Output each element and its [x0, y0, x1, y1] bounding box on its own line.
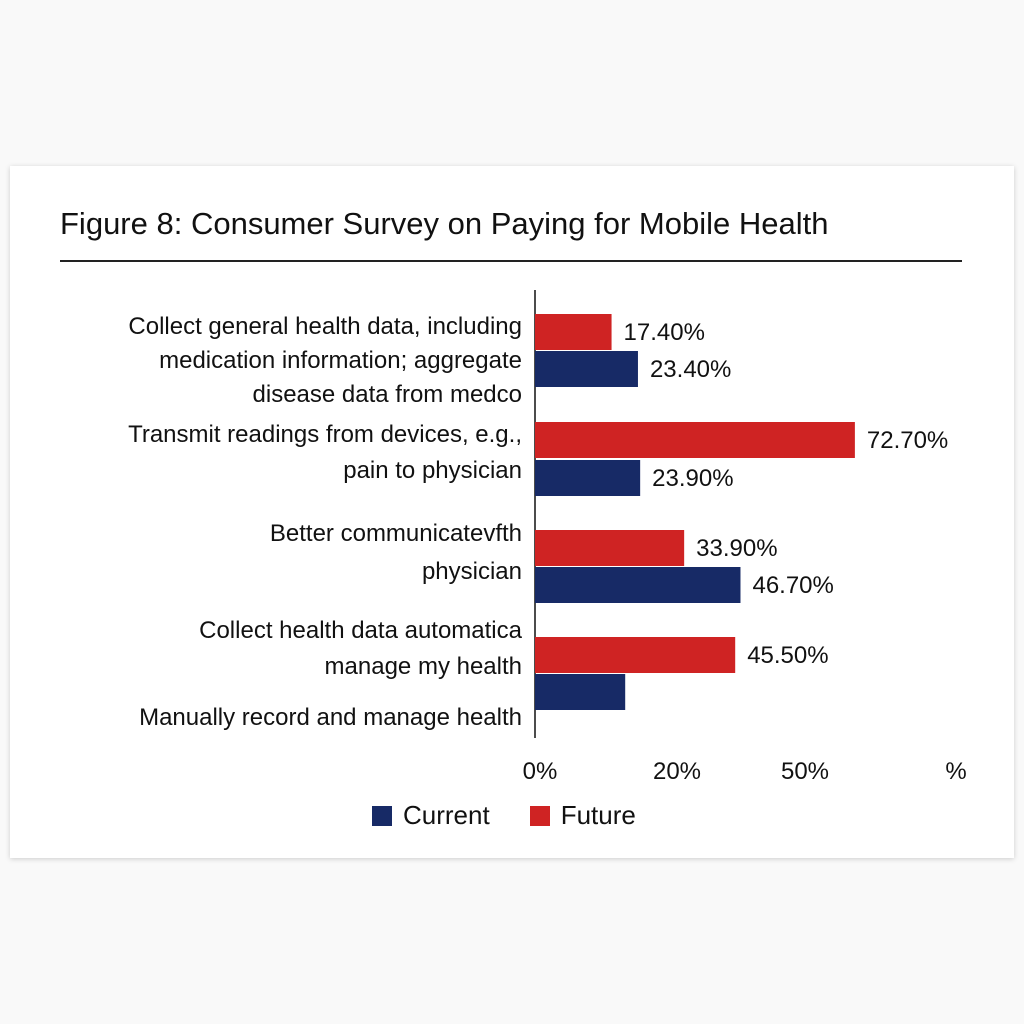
- bar-future-2: [535, 530, 685, 566]
- legend-label-future: Future: [560, 800, 636, 830]
- category-label-2-0: Better communicatevfth: [270, 520, 522, 547]
- bar-future-1: [535, 422, 855, 458]
- data-label-future-1: 72.70%: [867, 427, 948, 454]
- data-label-current-1: 23.90%: [652, 465, 733, 492]
- category-label-0-0: Collect general health data, including: [128, 313, 522, 340]
- legend-item-future: Future: [529, 800, 636, 831]
- legend-label-current: Current: [403, 800, 490, 830]
- category-label-1-0: Transmit readings from devices, e.g.,: [128, 421, 522, 448]
- data-label-current-2: 46.70%: [752, 572, 833, 599]
- bar-current-1: [535, 460, 641, 496]
- bar-current-0: [535, 351, 638, 387]
- bar-future-3: [535, 637, 736, 673]
- category-label-3-1: manage my health: [325, 653, 522, 680]
- bar-future-0: [535, 314, 612, 350]
- x-tick-label-0: 0%: [523, 758, 558, 785]
- chart-card: Figure 8: Consumer Survey on Paying for …: [10, 166, 1014, 858]
- legend-item-current: Current: [372, 800, 490, 831]
- data-label-future-0: 17.40%: [624, 319, 705, 346]
- title-divider: [60, 260, 962, 262]
- category-label-3-0: Collect health data automatica: [199, 617, 523, 644]
- chart-legend: Current Future: [372, 800, 676, 831]
- category-label-4-0: Manually record and manage health: [139, 704, 522, 731]
- category-label-0-2: disease data from medco: [253, 381, 522, 408]
- bar-current-2: [535, 567, 741, 603]
- x-tick-label-1: 20%: [653, 758, 701, 785]
- x-tick-label-3: %: [945, 758, 966, 785]
- bar-chart: 17.40% 72.70% 33.90% 45.50% 23.40% 23.90% 46.7…: [128, 290, 967, 785]
- category-label-2-1: physician: [422, 558, 522, 585]
- data-label-future-3: 45.50%: [747, 642, 828, 669]
- figure-title: Figure 8: Consumer Survey on Paying for …: [60, 206, 829, 241]
- category-label-0-1: medication information; aggregate: [159, 347, 522, 374]
- category-label-1-1: pain to physician: [343, 457, 522, 484]
- data-label-current-0: 23.40%: [650, 356, 731, 383]
- data-label-future-2: 33.90%: [696, 535, 777, 562]
- legend-swatch-current: [372, 805, 392, 826]
- legend-swatch-future: [529, 805, 550, 826]
- x-tick-label-2: 50%: [781, 758, 829, 785]
- bar-current-3: [535, 674, 626, 710]
